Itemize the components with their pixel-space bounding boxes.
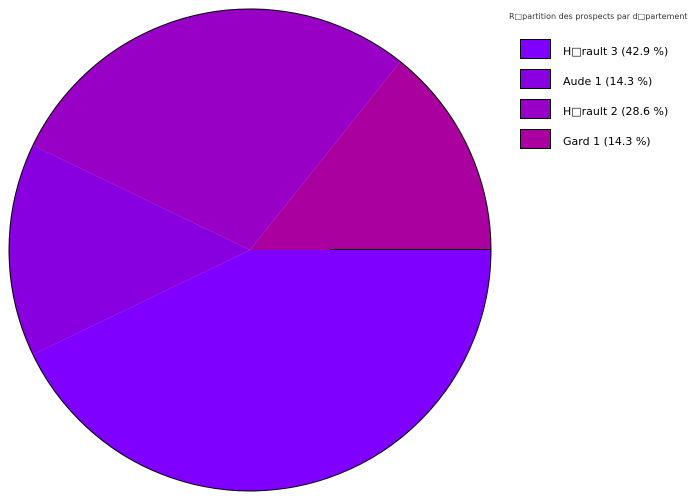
chart-title: R□partition des prospects par d□partemen… [509, 12, 688, 21]
legend-label: Gard 1 (14.3 %) [563, 135, 651, 148]
legend-swatch [520, 39, 551, 59]
legend-swatch [520, 129, 551, 149]
legend-label: H□rault 2 (28.6 %) [563, 105, 669, 118]
legend-label: H□rault 3 (42.9 %) [563, 45, 669, 58]
pie-slice-0 [32, 250, 491, 491]
pie-slice-1 [9, 145, 251, 355]
pie-slice-2 [32, 8, 401, 250]
pie-slice-3 [250, 61, 491, 250]
legend-swatch [520, 69, 551, 89]
legend-swatch [520, 99, 551, 119]
legend-label: Aude 1 (14.3 %) [563, 75, 653, 88]
